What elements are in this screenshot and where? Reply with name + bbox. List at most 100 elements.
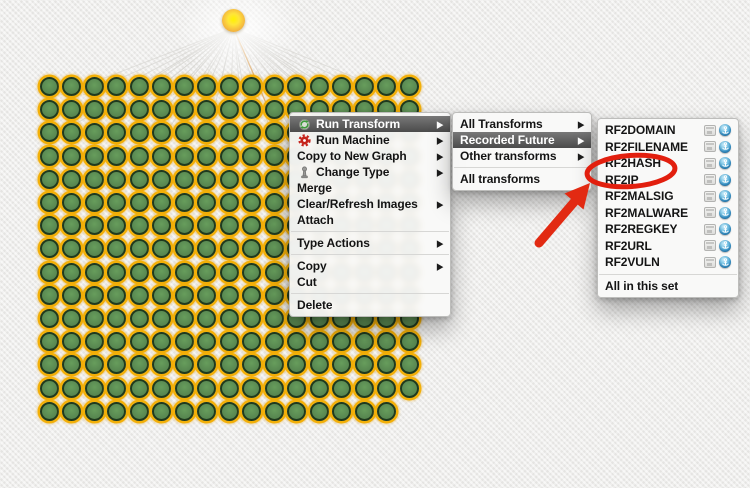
entity-node[interactable] [62, 100, 82, 120]
entity-node[interactable] [219, 262, 239, 282]
entity-node[interactable] [39, 355, 59, 375]
entity-node[interactable] [264, 193, 284, 213]
entity-node[interactable] [264, 100, 284, 120]
entity-node[interactable] [219, 285, 239, 305]
entity-node[interactable] [332, 332, 352, 352]
entity-node[interactable] [197, 146, 217, 166]
entity-node[interactable] [84, 355, 104, 375]
entity-node[interactable] [287, 77, 307, 97]
entity-node[interactable] [129, 77, 149, 97]
entity-node[interactable] [174, 100, 194, 120]
entity-node[interactable] [107, 308, 127, 328]
entity-node[interactable] [129, 262, 149, 282]
menu-item-rf2vuln[interactable]: RF2VULN [598, 254, 738, 271]
entity-node[interactable] [129, 123, 149, 143]
entity-node[interactable] [264, 401, 284, 421]
entity-node[interactable] [174, 146, 194, 166]
entity-node[interactable] [354, 77, 374, 97]
entity-node[interactable] [399, 378, 419, 398]
entity-node[interactable] [129, 169, 149, 189]
entity-node[interactable] [309, 332, 329, 352]
entity-node[interactable] [129, 146, 149, 166]
entity-node[interactable] [129, 401, 149, 421]
entity-node[interactable] [197, 193, 217, 213]
entity-node[interactable] [107, 216, 127, 236]
entity-node[interactable] [84, 308, 104, 328]
entity-node[interactable] [152, 216, 172, 236]
entity-node[interactable] [287, 378, 307, 398]
entity-node[interactable] [219, 77, 239, 97]
entity-node[interactable] [354, 401, 374, 421]
entity-node[interactable] [197, 216, 217, 236]
entity-node[interactable] [197, 332, 217, 352]
entity-node[interactable] [197, 285, 217, 305]
entity-node[interactable] [264, 123, 284, 143]
entity-node[interactable] [129, 193, 149, 213]
entity-node[interactable] [39, 308, 59, 328]
entity-node[interactable] [107, 285, 127, 305]
entity-node[interactable] [129, 378, 149, 398]
entity-node[interactable] [197, 378, 217, 398]
entity-node[interactable] [152, 285, 172, 305]
entity-node[interactable] [197, 239, 217, 259]
entity-node[interactable] [264, 169, 284, 189]
menu-item-all-transforms[interactable]: All Transforms ▶ [453, 116, 591, 132]
entity-node[interactable] [152, 355, 172, 375]
entity-node[interactable] [264, 146, 284, 166]
entity-node[interactable] [197, 123, 217, 143]
entity-node[interactable] [84, 216, 104, 236]
entity-node[interactable] [152, 146, 172, 166]
entity-node[interactable] [264, 308, 284, 328]
entity-node[interactable] [332, 378, 352, 398]
entity-node[interactable] [264, 332, 284, 352]
entity-node[interactable] [39, 239, 59, 259]
entity-node[interactable] [152, 378, 172, 398]
entity-node[interactable] [84, 239, 104, 259]
entity-node[interactable] [152, 332, 172, 352]
entity-node[interactable] [152, 77, 172, 97]
entity-node[interactable] [62, 378, 82, 398]
entity-node[interactable] [174, 332, 194, 352]
entity-node[interactable] [264, 239, 284, 259]
entity-node[interactable] [242, 239, 262, 259]
entity-node[interactable] [107, 169, 127, 189]
entity-node[interactable] [219, 146, 239, 166]
entity-node[interactable] [174, 355, 194, 375]
entity-node[interactable] [264, 285, 284, 305]
entity-node[interactable] [152, 308, 172, 328]
entity-node[interactable] [152, 262, 172, 282]
entity-node[interactable] [197, 355, 217, 375]
entity-node[interactable] [62, 169, 82, 189]
entity-node[interactable] [62, 332, 82, 352]
entity-node[interactable] [332, 355, 352, 375]
entity-node[interactable] [84, 193, 104, 213]
menu-item-rf2url[interactable]: RF2URL [598, 238, 738, 255]
entity-node[interactable] [62, 146, 82, 166]
entity-node[interactable] [309, 77, 329, 97]
menu-item-rf2hash[interactable]: RF2HASH [598, 155, 738, 172]
entity-node[interactable] [219, 308, 239, 328]
entity-node[interactable] [219, 239, 239, 259]
entity-node[interactable] [399, 332, 419, 352]
entity-node[interactable] [174, 308, 194, 328]
entity-node[interactable] [152, 401, 172, 421]
menu-item-rf2malware[interactable]: RF2MALWARE [598, 205, 738, 222]
entity-node[interactable] [242, 308, 262, 328]
entity-node[interactable] [129, 216, 149, 236]
entity-node[interactable] [242, 123, 262, 143]
entity-node[interactable] [107, 332, 127, 352]
entity-node[interactable] [129, 285, 149, 305]
entity-node[interactable] [152, 100, 172, 120]
entity-node[interactable] [62, 285, 82, 305]
menu-item-delete[interactable]: Delete [290, 297, 450, 313]
menu-item-rf2ip[interactable]: RF2IP [598, 172, 738, 189]
menu-item-merge[interactable]: Merge [290, 180, 450, 196]
entity-node[interactable] [39, 100, 59, 120]
entity-node[interactable] [129, 239, 149, 259]
menu-item-type-actions[interactable]: Type Actions ▶ [290, 235, 450, 251]
entity-node[interactable] [39, 262, 59, 282]
entity-node[interactable] [152, 169, 172, 189]
entity-node[interactable] [242, 355, 262, 375]
entity-node[interactable] [219, 193, 239, 213]
entity-node[interactable] [39, 332, 59, 352]
